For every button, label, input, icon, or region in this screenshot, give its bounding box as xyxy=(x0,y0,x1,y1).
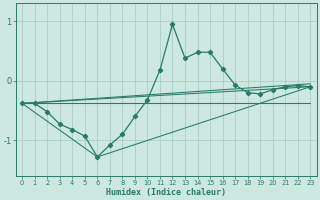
X-axis label: Humidex (Indice chaleur): Humidex (Indice chaleur) xyxy=(106,188,226,197)
